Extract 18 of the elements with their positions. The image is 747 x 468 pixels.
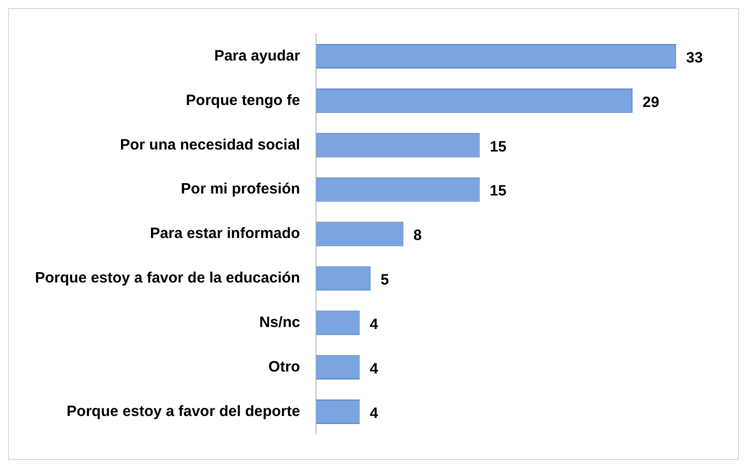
y-tick-label: Porque estoy a favor de la educación	[34, 270, 300, 287]
data-label: 15	[490, 182, 506, 200]
y-tick-label: Para estar informado	[150, 225, 300, 242]
y-tick-label: Ns/nc	[259, 314, 300, 332]
data-label: 15	[490, 138, 506, 156]
y-tick-label: Porque estoy a favor del deporte	[66, 402, 300, 420]
data-label: 33	[686, 49, 703, 66]
y-tick-label: Por una necesidad social	[120, 136, 300, 154]
data-label: 4	[370, 316, 379, 334]
data-label: 5	[380, 272, 389, 289]
y-tick-label: Porque tengo fe	[186, 92, 300, 109]
y-tick-label: Otro	[268, 358, 300, 376]
data-label: 8	[413, 227, 422, 244]
data-label: 4	[370, 360, 379, 378]
data-label: 29	[642, 94, 660, 111]
y-tick-label: Por mi profesión	[180, 180, 300, 198]
y-tick-label: Para ayudar	[214, 47, 300, 64]
data-label: 4	[370, 404, 379, 422]
